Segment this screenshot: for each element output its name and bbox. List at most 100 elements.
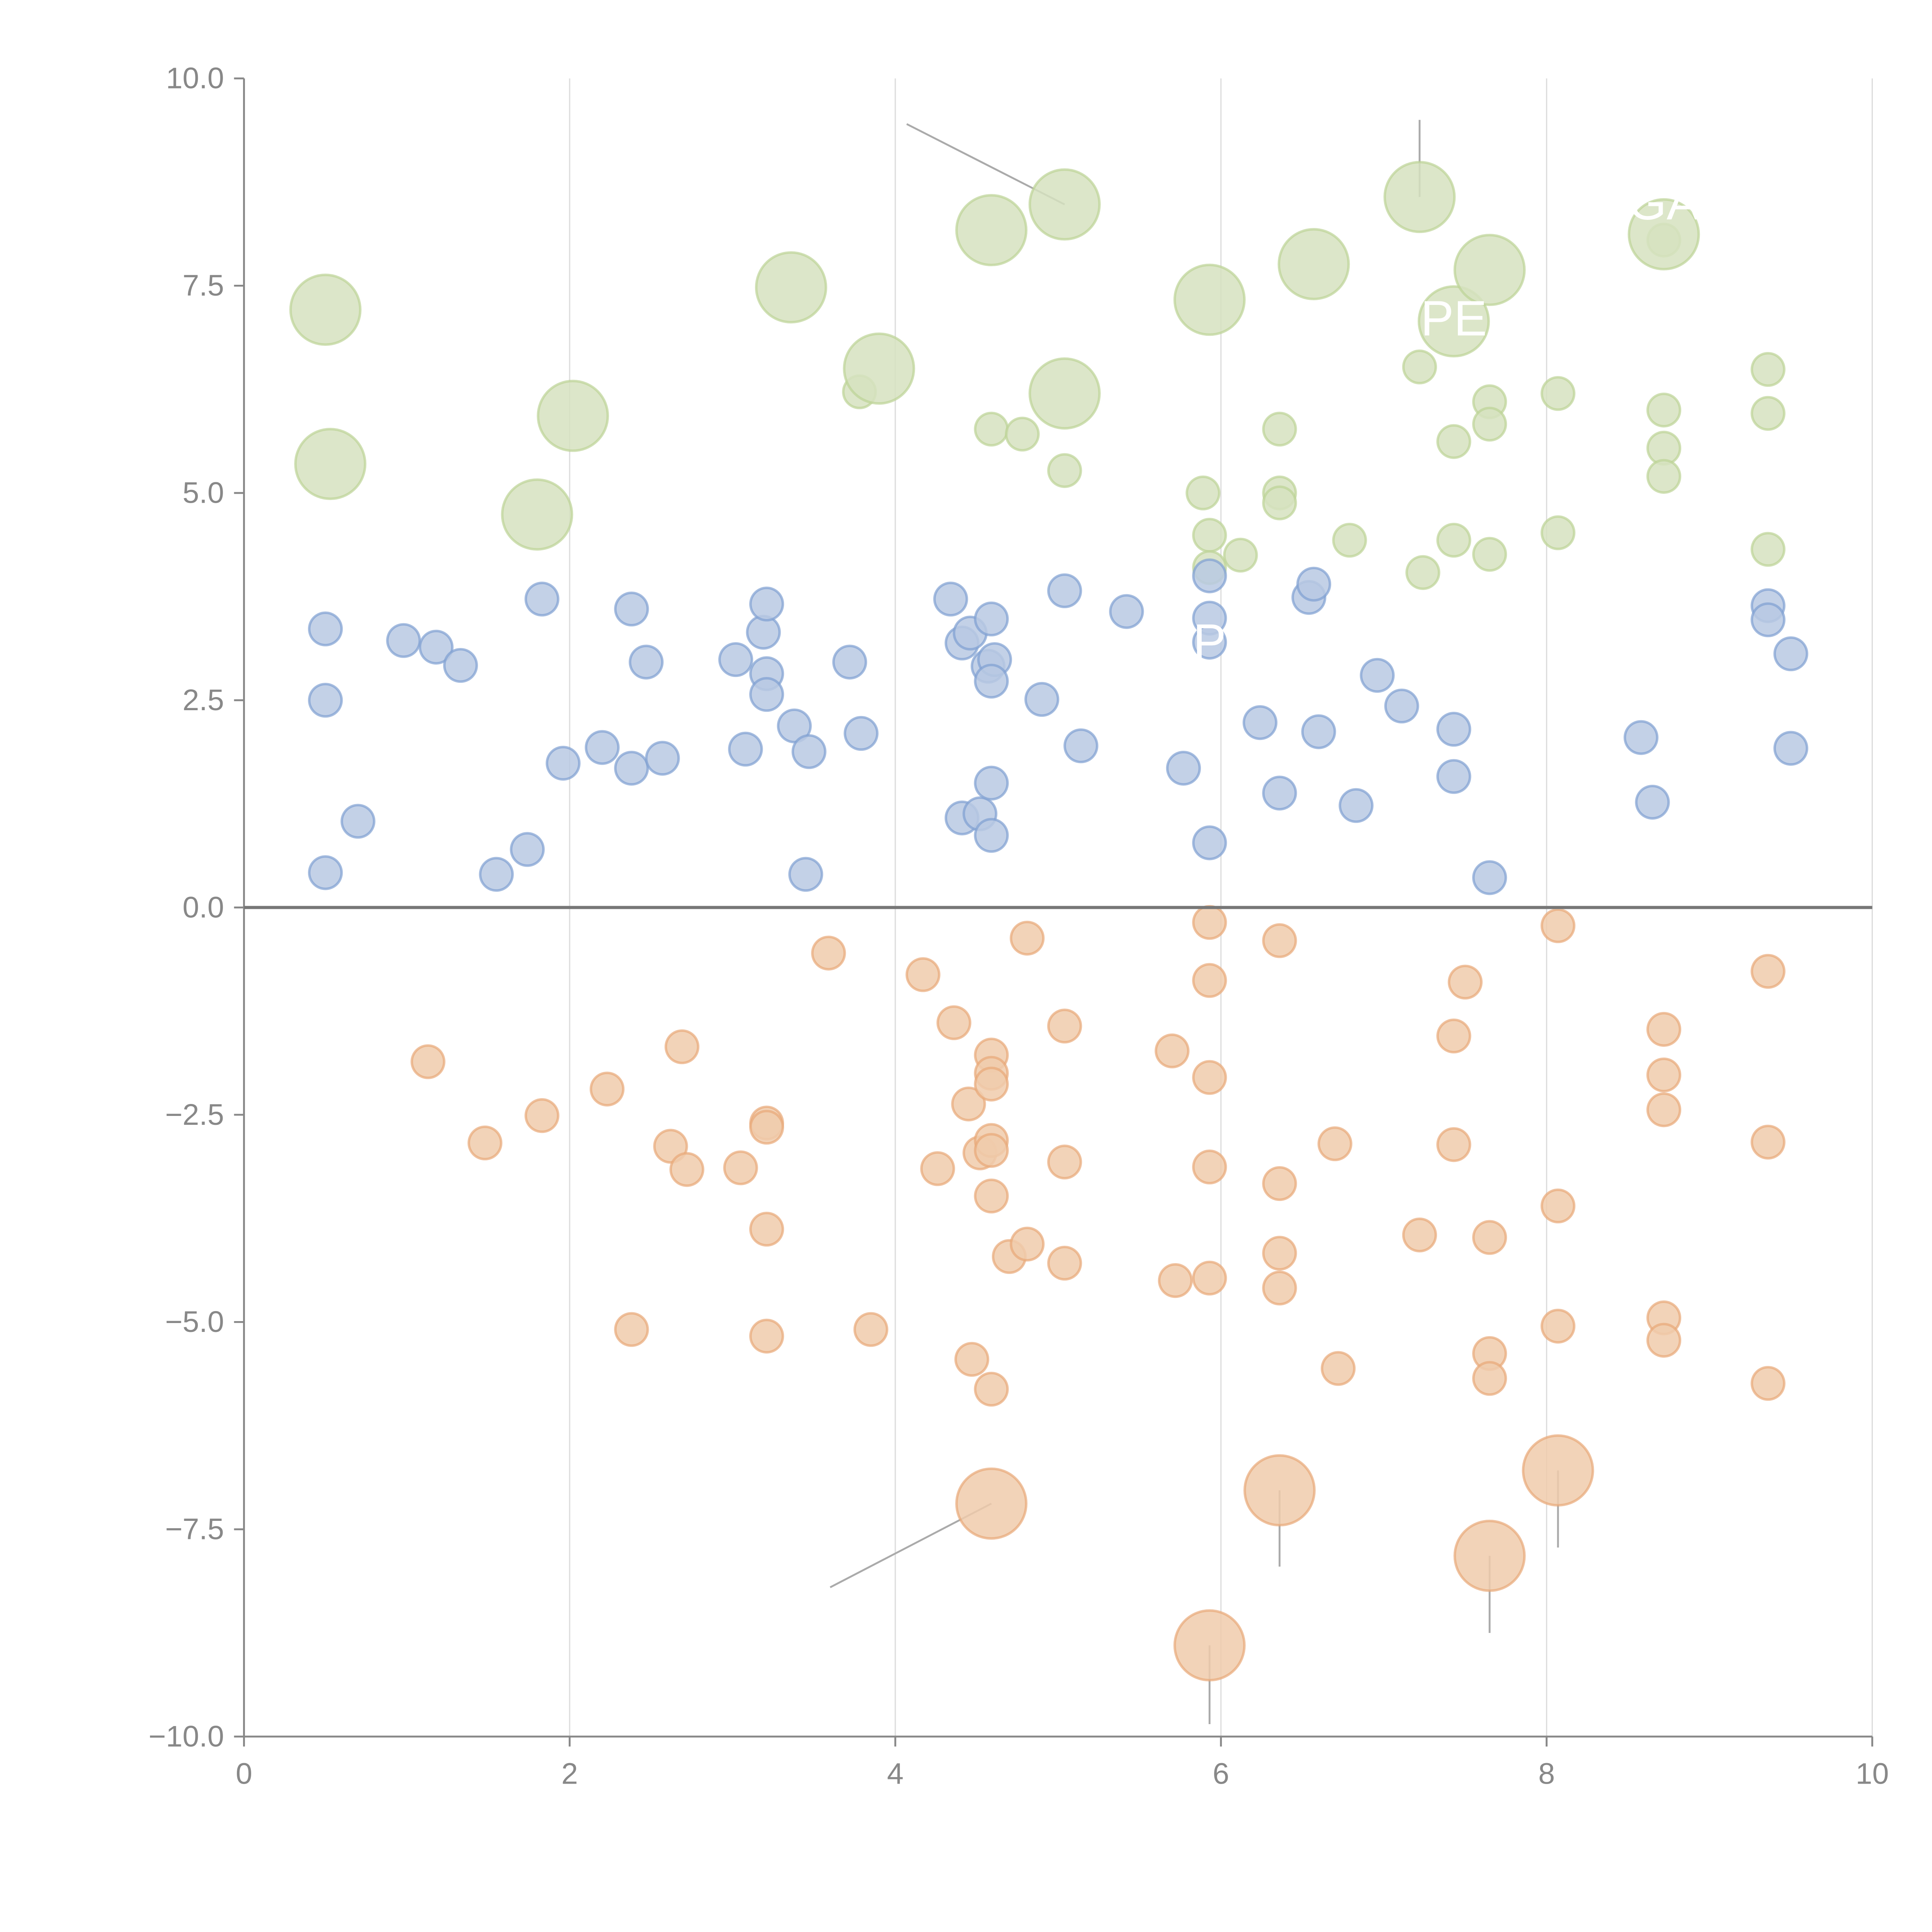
series-orange-large — [955, 1434, 1594, 1682]
blue-bubble — [585, 730, 620, 765]
orange-bubble — [1173, 1609, 1246, 1682]
orange-bubble — [1436, 1127, 1471, 1162]
blue-bubble — [479, 857, 514, 892]
y-tick-label: −2.5 — [165, 1098, 224, 1131]
blue-bubble — [974, 818, 1009, 853]
orange-bubble — [1522, 1434, 1594, 1507]
blue-bubble — [791, 734, 827, 769]
x-tick-label: 8 — [1538, 1757, 1555, 1791]
green-bubble — [1223, 537, 1258, 573]
tick-marks — [234, 77, 1873, 1747]
blue-bubble — [974, 601, 1009, 637]
x-tick-label: 6 — [1213, 1757, 1229, 1791]
green-bubble — [1750, 352, 1786, 387]
blue-bubble — [1192, 825, 1227, 861]
blue-bubble — [1262, 776, 1297, 811]
orange-bubble — [1262, 1270, 1297, 1306]
green-bubble — [1277, 228, 1350, 301]
orange-bubble — [1243, 1454, 1316, 1527]
green-bubble — [1750, 532, 1786, 567]
orange-bubble — [1453, 1520, 1526, 1592]
green-bubble — [1436, 522, 1471, 558]
orange-bubble — [669, 1152, 704, 1187]
green-bubble — [501, 478, 573, 551]
blue-bubble — [1384, 689, 1419, 724]
blue-bubble — [844, 716, 879, 751]
orange-bubble — [1192, 1060, 1227, 1095]
orange-bubble — [1262, 923, 1297, 958]
blue-bubble — [443, 648, 478, 683]
orange-bubble — [1750, 1366, 1786, 1401]
green-bubble — [1646, 393, 1682, 428]
orange-bubble — [1402, 1217, 1437, 1253]
green-bubble — [1436, 424, 1471, 459]
blue-bubble — [308, 855, 343, 890]
blue-bubble — [1635, 784, 1670, 820]
blue-bubble — [777, 708, 812, 743]
orange-bubble — [1646, 1012, 1682, 1047]
y-tick-label: −7.5 — [165, 1513, 224, 1546]
orange-bubble — [590, 1071, 625, 1107]
blue-bubble — [308, 683, 343, 718]
orange-bubble — [1750, 954, 1786, 989]
orange-bubble — [1047, 1245, 1082, 1281]
orange-bubble — [954, 1342, 990, 1377]
green-bubble — [1472, 406, 1507, 442]
blue-bubble — [308, 611, 343, 646]
blue-bubble — [1773, 731, 1808, 766]
blue-bubble — [728, 731, 763, 767]
blue-bubble — [1166, 751, 1201, 786]
orange-bubble — [1158, 1263, 1193, 1298]
orange-bubble — [1262, 1236, 1297, 1271]
orange-bubble — [468, 1125, 503, 1161]
orange-bubble — [1540, 1188, 1576, 1224]
orange-bubble — [1646, 1057, 1682, 1093]
orange-bubble — [1192, 905, 1227, 940]
blue-bubble — [546, 746, 581, 781]
green-bubble — [1028, 357, 1101, 430]
green-bubble — [1185, 475, 1221, 510]
green-bubble — [1405, 555, 1440, 590]
blue-bubble — [510, 832, 545, 867]
orange-bubble — [1540, 1309, 1576, 1344]
orange-bubble — [853, 1312, 888, 1347]
green-bubble — [1192, 518, 1227, 553]
blue-bubble — [1750, 602, 1786, 638]
green-bubble — [294, 428, 367, 500]
orange-bubble — [1262, 1166, 1297, 1201]
blue-bubble — [524, 582, 560, 617]
green-bubble — [755, 251, 827, 324]
green-bubble — [955, 194, 1028, 267]
blue-bubble — [1296, 566, 1332, 602]
orange-bubble — [811, 935, 846, 971]
green-bubble — [1472, 537, 1507, 572]
blue-bubble — [645, 741, 680, 776]
orange-bubble — [1540, 908, 1576, 943]
orange-bubble — [974, 1066, 1009, 1102]
orange-bubble — [1317, 1126, 1352, 1162]
green-bubble — [1646, 459, 1682, 494]
orange-bubble — [974, 1372, 1009, 1407]
blue-bubble — [718, 642, 753, 677]
orange-bubble — [974, 1133, 1009, 1168]
green-bubble — [1262, 485, 1297, 520]
green-bubble — [537, 379, 609, 452]
green-bubble — [1005, 417, 1040, 452]
orange-bubble — [664, 1029, 700, 1065]
orange-bubble — [1010, 1226, 1045, 1262]
orange-bubble — [614, 1312, 649, 1347]
blue-bubble — [1242, 705, 1278, 740]
orange-bubble — [749, 1211, 784, 1247]
blue-bubble — [1192, 558, 1227, 594]
blue-bubble — [1192, 624, 1227, 660]
series-orange-small — [410, 905, 1786, 1407]
orange-bubble — [955, 1467, 1028, 1540]
y-tick-label: 2.5 — [182, 684, 224, 717]
x-tick-label: 2 — [561, 1757, 578, 1791]
orange-bubble — [1472, 1220, 1507, 1255]
data-points — [289, 161, 1808, 1682]
blue-bubble — [749, 677, 784, 712]
blue-bubble — [386, 623, 421, 658]
green-bubble — [1402, 349, 1437, 384]
y-tick-label: 7.5 — [182, 269, 224, 302]
